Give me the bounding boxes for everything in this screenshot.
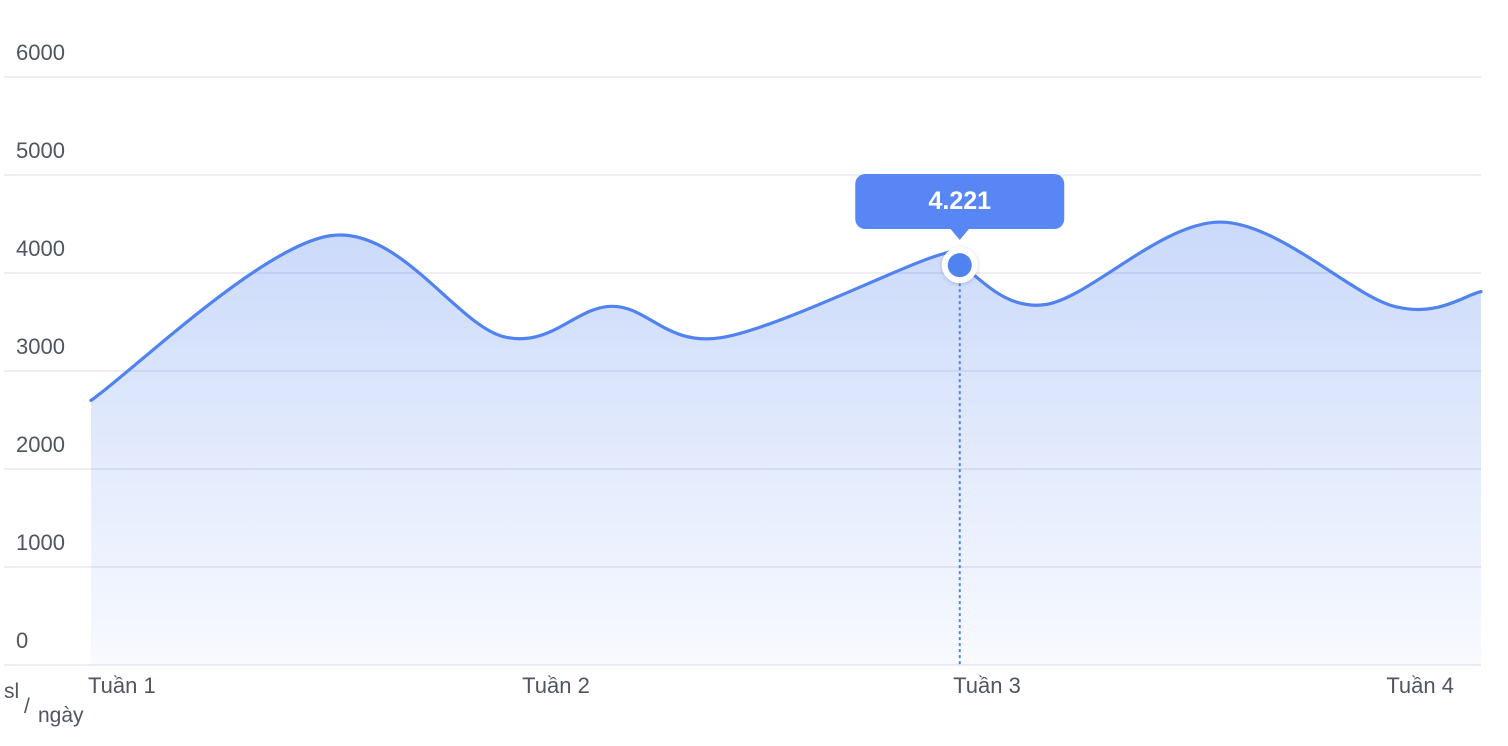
data-point-4 xyxy=(719,336,722,339)
highlight-marker-dot[interactable] xyxy=(947,253,972,278)
unit-label-sub: ngày xyxy=(38,704,84,727)
tooltip-pointer xyxy=(949,228,970,240)
tooltip-value: 4.221 xyxy=(928,187,991,215)
unit-label-separator: / xyxy=(24,695,30,718)
y-tick-label-4: 4000 xyxy=(16,236,65,261)
y-tick-label-2: 2000 xyxy=(16,432,65,457)
x-tick-label-2: Tuần 3 xyxy=(953,673,1021,698)
data-point-10 xyxy=(1480,290,1483,293)
unit-label-main: sl xyxy=(4,680,19,703)
x-tick-label-3: Tuần 4 xyxy=(1386,673,1454,698)
y-tick-label-1: 1000 xyxy=(16,530,65,555)
tooltip-box xyxy=(855,174,1065,229)
area-fill xyxy=(91,222,1481,665)
data-point-5 xyxy=(937,254,940,257)
data-point-9 xyxy=(1393,305,1396,308)
series-line xyxy=(89,220,1483,402)
data-point-7 xyxy=(1045,303,1048,306)
y-tick-label-5: 5000 xyxy=(16,138,65,163)
y-tick-label-6: 6000 xyxy=(16,40,65,65)
data-point-3 xyxy=(611,305,614,308)
x-tick-label-1: Tuần 2 xyxy=(522,673,590,698)
data-point-0 xyxy=(90,399,93,402)
data-point-8 xyxy=(1219,221,1222,224)
data-point-2 xyxy=(502,335,505,338)
data-point-1 xyxy=(328,234,331,237)
y-tick-label-3: 3000 xyxy=(16,334,65,359)
y-tick-label-0: 0 xyxy=(16,628,28,653)
x-tick-label-0: Tuần 1 xyxy=(88,673,156,698)
